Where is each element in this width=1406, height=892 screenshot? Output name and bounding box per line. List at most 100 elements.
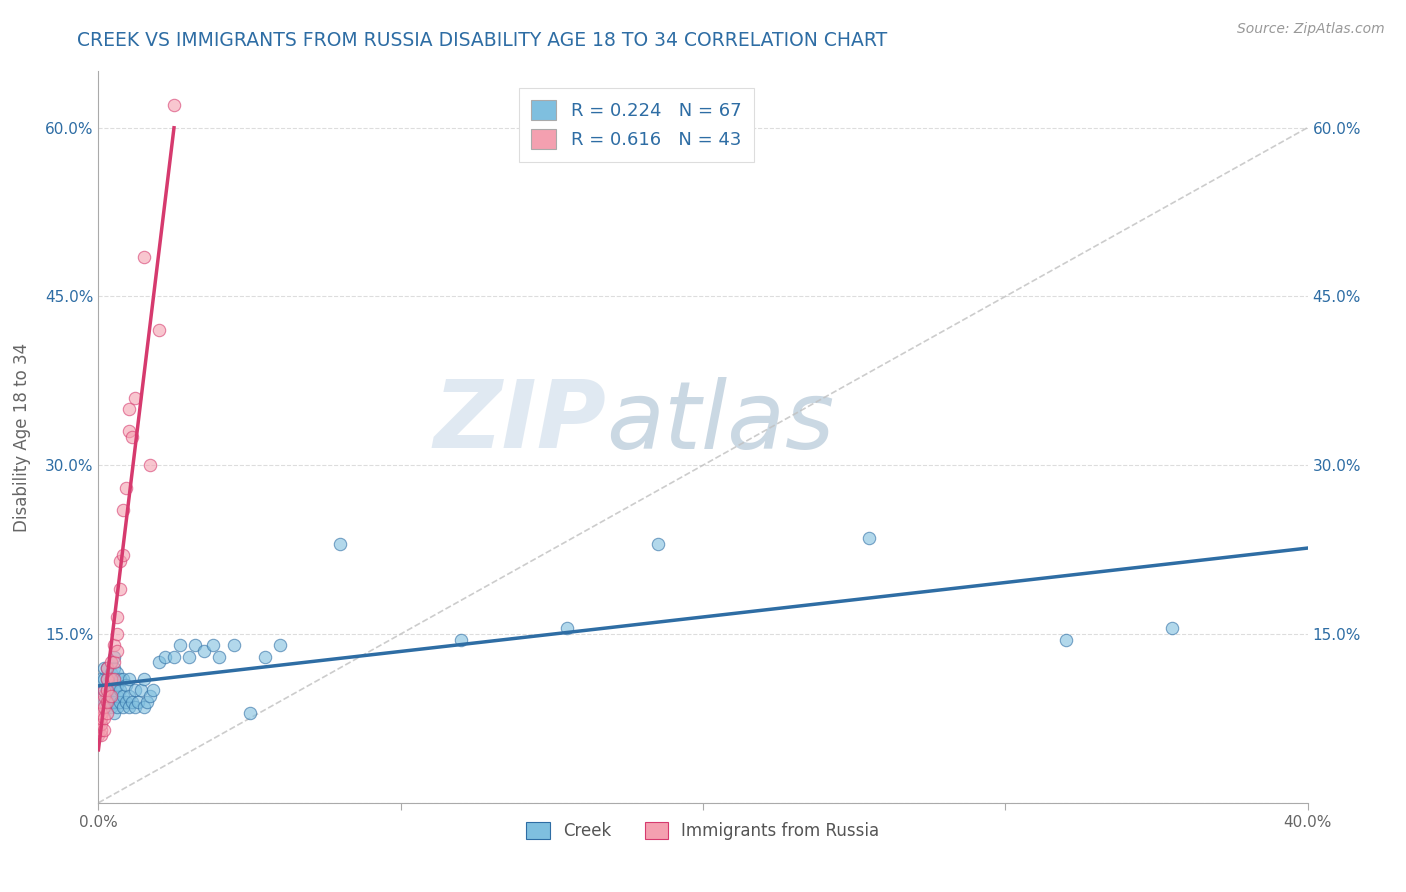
Point [184,638,207,652]
Point [555,621,578,635]
Point [96,672,118,686]
Point [148,323,170,337]
Point [647,537,669,551]
Point [105,610,128,624]
Point [93,700,115,714]
Point [153,649,176,664]
Point [100,666,122,681]
Point [90,711,112,725]
Point [93,694,115,708]
Point [132,700,155,714]
Point [208,649,231,664]
Point [108,694,131,708]
Point [105,700,128,714]
Point [96,683,118,698]
Point [132,250,155,264]
Point [100,672,122,686]
Point [114,678,136,692]
Point [111,689,134,703]
Point [105,627,128,641]
Point [129,683,152,698]
Point [1054,632,1077,647]
Point [163,98,186,112]
Point [105,666,128,681]
Point [87,711,110,725]
Point [103,672,125,686]
Point [90,689,112,703]
Point [118,700,141,714]
Text: ZIP: ZIP [433,376,606,468]
Point [90,672,112,686]
Point [450,632,472,647]
Point [87,728,110,742]
Point [139,458,162,473]
Point [90,728,112,742]
Point [90,717,112,731]
Legend: Creek, Immigrants from Russia: Creek, Immigrants from Russia [520,815,886,847]
Point [108,683,131,698]
Point [193,644,215,658]
Point [103,661,125,675]
Point [90,723,112,737]
Point [108,554,131,568]
Point [163,649,186,664]
Point [224,638,246,652]
Point [103,694,125,708]
Point [253,649,276,664]
Point [114,481,136,495]
Point [100,678,122,692]
Point [108,672,131,686]
Point [111,700,134,714]
Point [93,683,115,698]
Point [124,700,146,714]
Point [114,694,136,708]
Point [103,655,125,669]
Point [103,706,125,720]
Point [858,532,880,546]
Point [135,694,157,708]
Point [100,655,122,669]
Point [239,706,262,720]
Point [169,638,191,652]
Point [121,430,143,444]
Point [96,694,118,708]
Point [100,689,122,703]
Point [90,706,112,720]
Point [111,672,134,686]
Point [103,649,125,664]
Point [103,683,125,698]
Point [124,683,146,698]
Point [118,672,141,686]
Point [93,689,115,703]
Point [93,661,115,675]
Point [1160,621,1182,635]
Text: atlas: atlas [606,377,835,468]
Point [103,672,125,686]
Point [93,672,115,686]
Point [118,689,141,703]
Point [202,638,225,652]
Text: CREEK VS IMMIGRANTS FROM RUSSIA DISABILITY AGE 18 TO 34 CORRELATION CHART: CREEK VS IMMIGRANTS FROM RUSSIA DISABILI… [77,31,887,50]
Point [108,582,131,596]
Point [93,711,115,725]
Point [121,694,143,708]
Point [127,694,149,708]
Point [87,717,110,731]
Point [111,503,134,517]
Point [96,694,118,708]
Point [96,683,118,698]
Point [132,672,155,686]
Point [103,638,125,652]
Point [111,548,134,562]
Point [96,706,118,720]
Point [124,391,146,405]
Point [96,689,118,703]
Point [105,678,128,692]
Point [118,401,141,416]
Point [142,683,165,698]
Point [269,638,291,652]
Point [105,689,128,703]
Point [100,700,122,714]
Point [139,689,162,703]
Point [329,537,352,551]
